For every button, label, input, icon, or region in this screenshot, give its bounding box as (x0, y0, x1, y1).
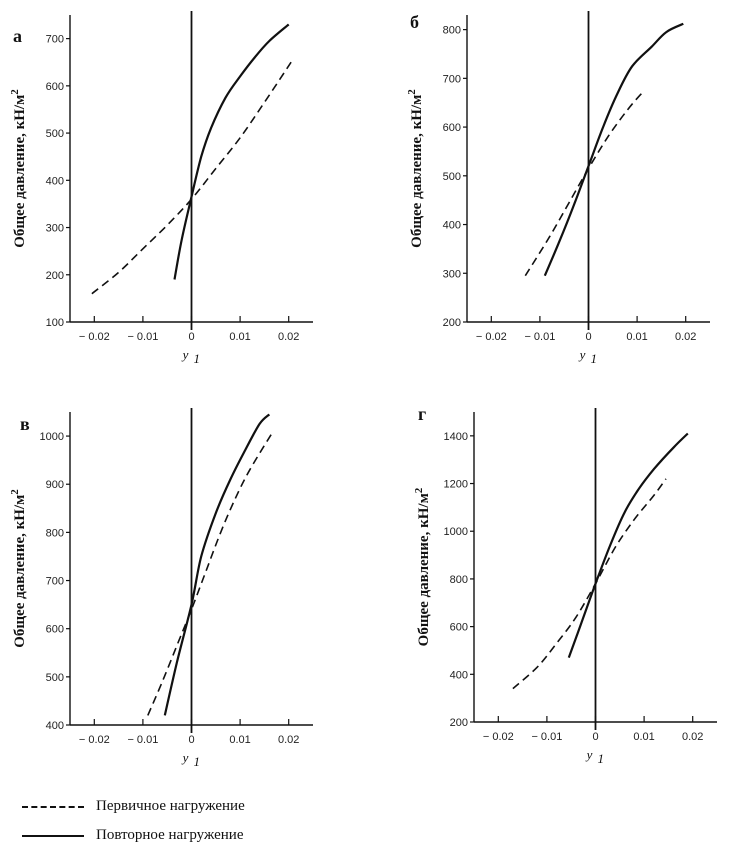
y-tick-label: 300 (46, 223, 64, 235)
y-tick-label: 700 (46, 576, 64, 588)
series-primary-loading-line (524, 92, 643, 277)
x-axis-label: y (585, 747, 593, 762)
x-tick-label: 0.02 (278, 331, 299, 343)
y-tick-label: 1200 (444, 479, 468, 491)
legend-item-repeat: Повторное нагружение (22, 821, 245, 850)
series-repeat-loading-line (567, 432, 689, 658)
panel-letter: а (13, 26, 22, 46)
y-tick-label: 500 (46, 128, 64, 140)
x-axis-label-subscript: 1 (598, 751, 605, 766)
legend: Первичное нагружение Повторное нагружени… (22, 792, 245, 850)
panel-letter: в (20, 414, 30, 434)
x-tick-label: 0.01 (229, 734, 250, 746)
y-tick-label: 800 (450, 574, 468, 586)
legend-item-primary: Первичное нагружение (22, 792, 245, 821)
x-axis-label-subscript: 1 (194, 351, 201, 366)
x-tick-label: 0 (592, 731, 598, 743)
y-tick-label: 400 (46, 720, 64, 732)
y-axis-label-superscript: 2 (413, 487, 425, 493)
x-tick-label: 0 (188, 331, 194, 343)
x-tick-label: − 0.02 (483, 731, 514, 743)
x-tick-label: − 0.02 (79, 734, 110, 746)
chart-panel-4: г 200 400 600 800 1000 1200 1400 − 0.02 − 0.01 0 0.… (413, 404, 717, 766)
y-tick-label: 600 (46, 81, 64, 93)
y-tick-label: 400 (450, 669, 468, 681)
x-tick-label: − 0.01 (127, 734, 158, 746)
x-tick-label: − 0.01 (531, 731, 562, 743)
series-repeat-loading-line (543, 22, 684, 277)
y-tick-label: 400 (46, 175, 64, 187)
x-tick-label: − 0.01 (524, 331, 555, 343)
y-tick-label: 500 (443, 171, 461, 183)
legend-label-primary: Первичное нагружение (96, 798, 245, 814)
x-tick-label: 0.01 (633, 731, 654, 743)
y-axis-label: Общее давление, кН/м2 (406, 89, 425, 248)
y-tick-label: 400 (443, 220, 461, 232)
x-tick-label: 0 (585, 331, 591, 343)
x-tick-label: 0.02 (675, 331, 696, 343)
y-tick-label: 200 (46, 270, 64, 282)
y-tick-label: 1000 (444, 526, 468, 538)
x-tick-label: − 0.02 (476, 331, 507, 343)
y-tick-label: 600 (46, 624, 64, 636)
x-axis-label: y (578, 347, 586, 362)
y-axis-label: Общее давление, кН/м2 (9, 489, 28, 648)
y-axis-label: Общее давление, кН/м2 (413, 487, 432, 646)
chart-panel-1: а 100 200 300 400 500 600 700 − 0.02 − 0.01 0 0.01 0… (9, 11, 313, 366)
series-primary-loading-line (512, 478, 667, 690)
y-axis-label-superscript: 2 (406, 89, 418, 95)
y-tick-label: 300 (443, 268, 461, 280)
chart-panel-2: б 200 300 400 500 600 700 800 − 0.02 − 0.01 0 0.01 0… (406, 11, 710, 366)
x-tick-label: − 0.01 (127, 331, 158, 343)
y-tick-label: 1000 (40, 431, 64, 443)
legend-solid-line (22, 834, 84, 837)
y-tick-label: 600 (443, 122, 461, 134)
x-tick-label: 0.01 (626, 331, 647, 343)
panel-letter: г (418, 404, 426, 424)
y-tick-label: 200 (443, 317, 461, 329)
y-tick-label: 100 (46, 317, 64, 329)
series-repeat-loading-line (163, 413, 271, 716)
series-primary-loading-line (147, 433, 273, 716)
x-tick-label: 0.02 (682, 731, 703, 743)
y-tick-label: 800 (46, 527, 64, 539)
y-axis-label-superscript: 2 (9, 489, 21, 495)
x-tick-label: 0 (188, 734, 194, 746)
legend-label-repeat: Повторное нагружение (96, 827, 244, 843)
x-axis-label-subscript: 1 (194, 754, 201, 769)
y-tick-label: 900 (46, 479, 64, 491)
y-tick-label: 200 (450, 717, 468, 729)
panel-letter: б (410, 12, 419, 32)
x-tick-label: − 0.02 (79, 331, 110, 343)
y-axis-label-superscript: 2 (9, 89, 21, 95)
chart-panel-3: в 400 500 600 700 800 900 1000 − 0.02 − 0.01 0 0.01… (9, 408, 313, 769)
x-axis-label: y (181, 347, 189, 362)
x-axis-label-subscript: 1 (591, 351, 598, 366)
y-tick-label: 500 (46, 672, 64, 684)
legend-dashed-line (22, 805, 84, 808)
y-tick-label: 1400 (444, 431, 468, 443)
y-tick-label: 800 (443, 25, 461, 37)
y-tick-label: 600 (450, 622, 468, 634)
x-axis-label: y (181, 750, 189, 765)
y-tick-label: 700 (443, 73, 461, 85)
series-repeat-loading-line (173, 23, 290, 280)
y-axis-label: Общее давление, кН/м2 (9, 89, 28, 248)
x-tick-label: 0.01 (229, 331, 250, 343)
y-tick-label: 700 (46, 34, 64, 46)
x-tick-label: 0.02 (278, 734, 299, 746)
